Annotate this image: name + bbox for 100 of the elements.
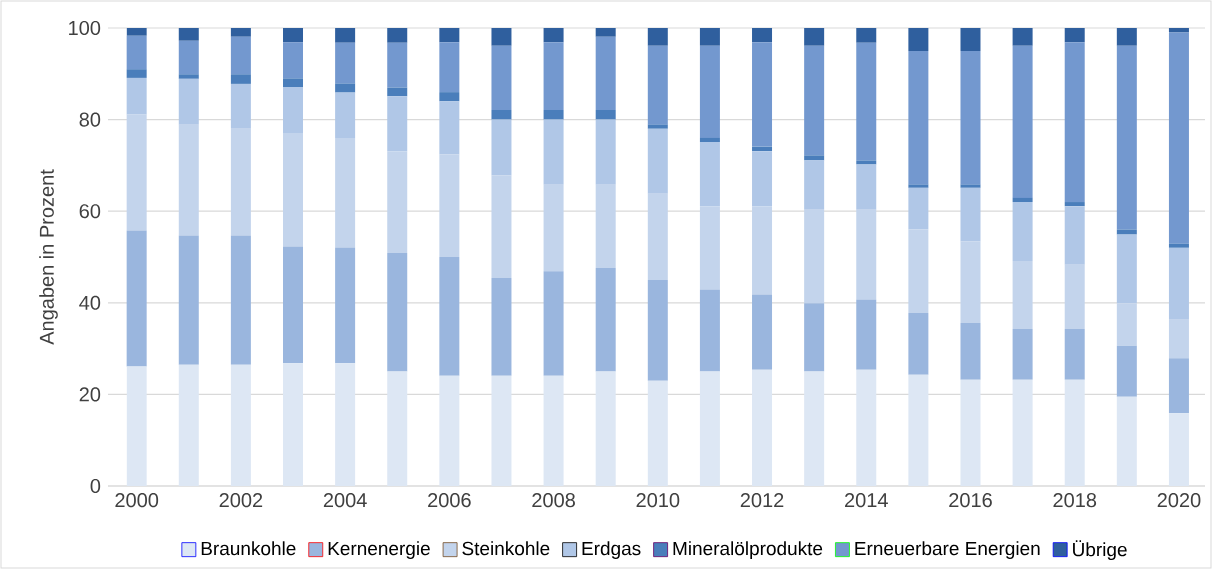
bar bbox=[752, 294, 773, 370]
bar bbox=[595, 28, 616, 37]
bar bbox=[1012, 379, 1033, 486]
bar bbox=[647, 193, 668, 280]
bar bbox=[1064, 202, 1085, 207]
bar bbox=[178, 74, 199, 79]
bar bbox=[543, 109, 564, 120]
bar bbox=[856, 160, 877, 165]
bar bbox=[491, 375, 512, 486]
bar bbox=[647, 279, 668, 381]
bar bbox=[960, 187, 981, 242]
x-tick-label: 2016 bbox=[949, 493, 992, 508]
bar bbox=[752, 42, 773, 147]
bar bbox=[699, 28, 720, 46]
bar bbox=[804, 28, 825, 46]
bar bbox=[908, 312, 929, 375]
bar bbox=[595, 119, 616, 185]
x-tick-label: 2004 bbox=[323, 493, 367, 508]
bar bbox=[387, 151, 408, 253]
bar bbox=[856, 209, 877, 300]
bar bbox=[1168, 32, 1189, 244]
bar bbox=[387, 42, 408, 88]
bar bbox=[335, 363, 356, 486]
bar bbox=[1168, 358, 1189, 414]
bar bbox=[1012, 261, 1033, 329]
x-tick-label: 2020 bbox=[1157, 493, 1201, 508]
bar bbox=[595, 371, 616, 486]
legend-label: Kernenergie bbox=[328, 541, 430, 559]
bar bbox=[178, 78, 199, 125]
bar bbox=[1064, 206, 1085, 265]
bar bbox=[178, 124, 199, 236]
bar bbox=[335, 247, 356, 364]
bar bbox=[543, 28, 564, 43]
bar bbox=[699, 142, 720, 207]
bar bbox=[283, 78, 304, 88]
bar bbox=[335, 92, 356, 138]
bar bbox=[804, 303, 825, 372]
bar bbox=[960, 322, 981, 380]
legend-label: Erneuerbare Energien bbox=[855, 541, 1040, 559]
bar bbox=[804, 155, 825, 161]
bar bbox=[752, 151, 773, 207]
bar bbox=[335, 28, 356, 43]
bar bbox=[699, 371, 720, 486]
y-tick-label: 60 bbox=[79, 204, 101, 219]
bar bbox=[699, 45, 720, 138]
bar bbox=[960, 241, 981, 323]
y-axis-title: Angaben in Prozent bbox=[39, 169, 58, 345]
bar bbox=[387, 87, 408, 97]
bar bbox=[126, 366, 147, 486]
x-tick-label: 2018 bbox=[1053, 493, 1097, 508]
bar bbox=[491, 119, 512, 176]
bar bbox=[1012, 28, 1033, 46]
bar bbox=[856, 299, 877, 370]
bar bbox=[491, 45, 512, 110]
bar bbox=[126, 69, 147, 78]
bar bbox=[126, 35, 147, 70]
bar bbox=[1064, 264, 1085, 329]
x-tick-label: 2006 bbox=[428, 493, 471, 508]
bar bbox=[178, 364, 199, 486]
bar bbox=[387, 371, 408, 486]
bar bbox=[439, 28, 460, 43]
bar bbox=[647, 124, 668, 129]
bar bbox=[595, 267, 616, 372]
legend-label: Erdgas bbox=[582, 541, 641, 559]
bar bbox=[908, 184, 929, 188]
bar bbox=[178, 28, 199, 41]
bar bbox=[595, 36, 616, 110]
bar bbox=[230, 83, 251, 129]
y-tick-label: 40 bbox=[79, 295, 101, 310]
legend-label: Mineralölprodukte bbox=[673, 541, 823, 559]
bar bbox=[1168, 28, 1189, 33]
bar bbox=[856, 164, 877, 210]
bar bbox=[595, 109, 616, 120]
bar bbox=[230, 36, 251, 75]
bar bbox=[335, 83, 356, 93]
bar bbox=[908, 28, 929, 51]
bar bbox=[491, 278, 512, 376]
bar bbox=[283, 28, 304, 43]
bar bbox=[439, 375, 460, 486]
legend-label: Steinkohle bbox=[462, 541, 550, 556]
bar bbox=[856, 42, 877, 161]
bar bbox=[647, 128, 668, 194]
bar bbox=[1168, 247, 1189, 320]
x-tick-label: 2010 bbox=[636, 493, 680, 508]
bar bbox=[126, 28, 147, 36]
bar bbox=[439, 92, 460, 102]
bar bbox=[1116, 28, 1137, 46]
bar bbox=[543, 42, 564, 110]
bar bbox=[804, 45, 825, 156]
bar bbox=[543, 184, 564, 272]
x-tick-label: 2014 bbox=[845, 493, 888, 508]
legend-label: Braunkohle bbox=[201, 541, 296, 556]
bar bbox=[491, 175, 512, 279]
bar bbox=[491, 109, 512, 120]
bar bbox=[804, 209, 825, 304]
bar bbox=[1064, 28, 1085, 43]
bar bbox=[1116, 45, 1137, 230]
bar bbox=[178, 235, 199, 365]
bar bbox=[960, 184, 981, 188]
bar bbox=[283, 132, 304, 247]
